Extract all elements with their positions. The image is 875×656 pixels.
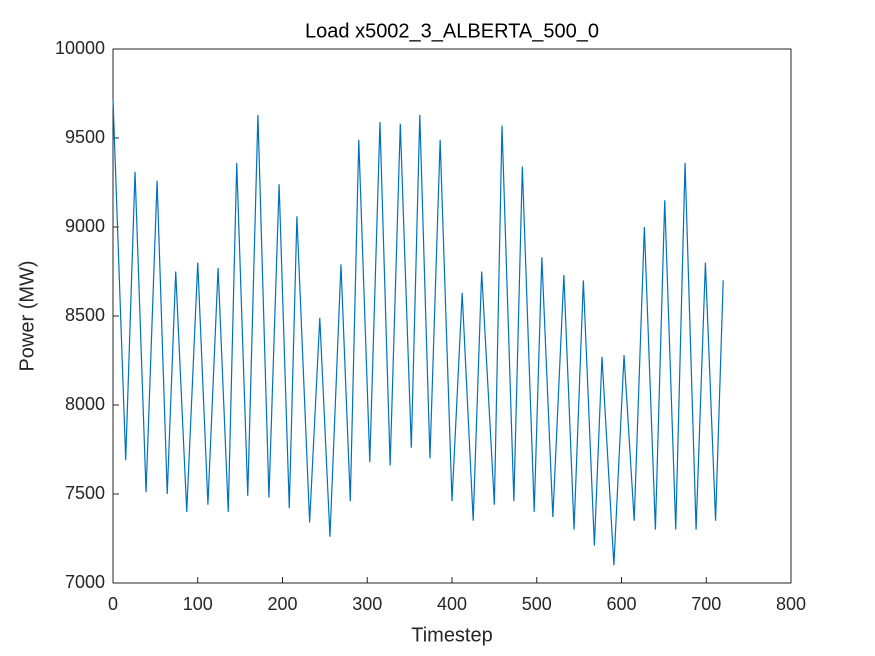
x-tick-label: 100 [183,594,213,614]
y-tick-label: 7500 [65,483,105,503]
x-tick-label: 800 [776,594,806,614]
y-axis-label: Power (MW) [16,260,38,371]
x-tick-label: 600 [606,594,636,614]
x-axis-label: Timestep [411,624,493,646]
x-tick-label: 200 [267,594,297,614]
y-tick-label: 8500 [65,305,105,325]
x-tick-label: 400 [437,594,467,614]
y-tick-label: 10000 [55,38,105,58]
y-tick-label: 8000 [65,394,105,414]
x-tick-label: 300 [352,594,382,614]
chart-title: Load x5002_3_ALBERTA_500_0 [305,20,599,42]
y-tick-label: 7000 [65,572,105,592]
data-line [112,98,724,566]
x-tick-label: 0 [108,594,118,614]
y-tick-label: 9000 [65,216,105,236]
y-tick-label: 9500 [65,127,105,147]
x-tick-label: 700 [691,594,721,614]
x-tick-label: 500 [522,594,552,614]
